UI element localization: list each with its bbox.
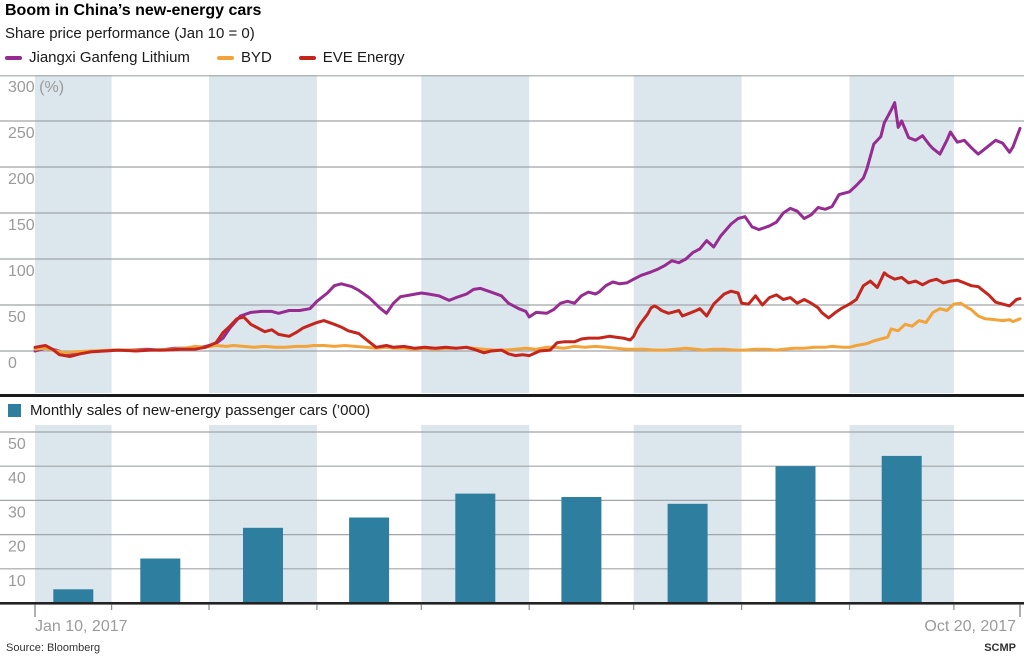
sales-legend-label: Monthly sales of new-energy passenger ca… [30,402,371,419]
legend-label-eve: EVE Energy [322,49,405,66]
month-band [849,75,954,393]
chart-subtitle: Share price performance (Jan 10 = 0) [5,25,255,42]
share-price-legend: Jiangxi Ganfeng Lithium BYD EVE Energy [5,49,432,66]
source-credit: Source: Bloomberg [6,642,101,654]
x-axis-start-label: Jan 10, 2017 [35,618,128,635]
share-price-line-chart: 0 50 100 150 200 250 300 (%) [0,75,1024,393]
month-band [209,75,317,393]
eve-line-swatch-icon [298,55,316,60]
bar-mar [243,527,283,603]
y-tick-label: 20 [8,539,26,556]
y-tick-label: 0 [8,355,17,372]
x-axis-end-label: Oct 20, 2017 [924,618,1016,635]
y-tick-label: 50 [8,309,26,326]
bar-sep [881,455,922,603]
publisher-credit: SCMP [984,642,1016,654]
y-tick-label: 30 [8,504,26,521]
byd-line-swatch-icon [216,55,234,60]
month-band [633,75,742,393]
sales-legend: Monthly sales of new-energy passenger ca… [8,402,370,419]
series-line-byd [33,301,1022,355]
y-tick-label: 250 [8,125,35,142]
bar-feb [140,558,181,603]
legend-label-ganfeng: Jiangxi Ganfeng Lithium [29,49,190,66]
y-tick-label: 100 [8,263,35,280]
bar-aug [775,466,816,603]
y-tick-label: 40 [8,470,26,487]
ganfeng-line-swatch-icon [5,55,22,60]
y-tick-label: 10 [8,573,26,590]
month-band [35,75,112,393]
legend-item-ganfeng: Jiangxi Ganfeng Lithium [5,49,190,66]
legend-item-eve: EVE Energy [298,49,405,66]
bar-jun [561,497,602,603]
legend-item-byd: BYD [216,49,272,66]
month-band [35,425,112,603]
month-band [421,75,530,393]
series-line-jiangxi-ganfeng-lithium [33,101,1022,356]
section-divider [0,394,1024,397]
y-tick-label: 150 [8,217,35,234]
x-axis-baseline [0,602,1024,605]
series-line-eve-energy [33,271,1022,358]
sales-bar-chart: 10 20 30 40 50 [0,425,1024,617]
sales-bar-swatch-icon [8,404,21,417]
page-title: Boom in China’s new-energy cars [5,2,262,19]
y-tick-label: 300 (%) [8,79,64,96]
y-tick-label: 200 [8,171,35,188]
bar-jul [667,503,708,603]
y-tick-label: 50 [8,436,26,453]
legend-label-byd: BYD [240,49,272,66]
bar-jan [53,589,94,603]
bar-apr [349,517,390,603]
bar-may [455,493,496,603]
